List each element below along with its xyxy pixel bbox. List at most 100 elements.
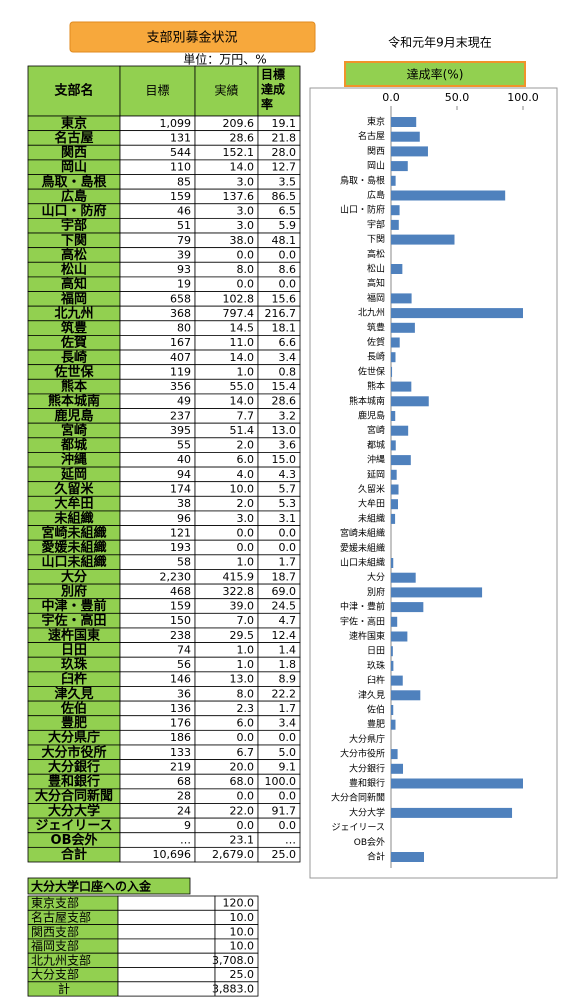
table-value: 21.8 <box>272 131 297 144</box>
bar <box>391 205 400 216</box>
branch-name: 高知 <box>61 276 87 292</box>
deposit-value: 3,883.0 <box>212 982 254 995</box>
table-value: 219 <box>170 760 191 773</box>
table-cell <box>117 967 216 983</box>
table-value: 80 <box>177 322 191 335</box>
table-value: 6.7 <box>237 746 255 759</box>
bar <box>391 660 394 671</box>
category-label: 名古屋 <box>358 130 385 142</box>
table-value: 85 <box>177 175 191 188</box>
table-value: 22.0 <box>230 804 255 817</box>
table-value: 137.6 <box>223 190 255 203</box>
table-value: 1.0 <box>237 658 255 671</box>
bar <box>391 366 393 377</box>
bar <box>391 440 396 451</box>
deposit-name: 東京支部 <box>31 895 79 910</box>
branch-name: 名古屋 <box>54 130 93 146</box>
category-label: 高松 <box>367 248 385 260</box>
table-value: 3.6 <box>279 439 297 452</box>
bar <box>391 381 412 392</box>
table-value: 658 <box>170 292 191 305</box>
table-value: 5.7 <box>279 483 297 496</box>
branch-name: 北九州 <box>54 306 93 321</box>
table-value: 28.6 <box>230 131 255 144</box>
column-header: 率 <box>261 97 273 112</box>
table-value: 4.0 <box>237 468 255 481</box>
table-value: 407 <box>170 351 191 364</box>
deposit-title: 大分大学口座への入金 <box>31 879 152 894</box>
table-value: 146 <box>170 673 191 686</box>
branch-name: 延岡 <box>60 466 87 482</box>
table-value: 322.8 <box>223 585 255 598</box>
table-value: 8.0 <box>237 263 255 276</box>
branch-name: 熊本城南 <box>48 393 100 409</box>
table-value: 10,696 <box>153 848 192 861</box>
table-value: 6.5 <box>279 205 297 218</box>
table-value: 14.0 <box>230 395 255 408</box>
column-header: 目標 <box>261 67 285 82</box>
branch-name: 岡山 <box>61 159 87 175</box>
table-value: 3.4 <box>279 717 297 730</box>
table-value: 12.4 <box>272 629 297 642</box>
category-label: 鳥取・島根 <box>340 174 385 186</box>
bar <box>391 646 393 657</box>
branch-name: 長崎 <box>61 349 87 365</box>
table-value: 20.0 <box>230 760 255 773</box>
x-tick-label: 0.0 <box>382 91 400 104</box>
title: 支部別募金状況 <box>146 30 237 46</box>
branch-name: 愛媛未組織 <box>41 540 106 556</box>
branch-name: 大分市役所 <box>41 744 106 760</box>
category-label: 延岡 <box>367 468 385 480</box>
table-value: 3.2 <box>279 409 297 422</box>
table-value: 7.7 <box>237 409 255 422</box>
category-label: 鹿児島 <box>358 410 385 422</box>
bar <box>391 190 506 201</box>
branch-name: 広島 <box>61 188 87 204</box>
table-cell <box>27 65 121 117</box>
title-box <box>69 21 316 53</box>
table-value: 55.0 <box>230 380 255 393</box>
deposit-title-box <box>27 877 191 895</box>
branch-name: 佐賀 <box>60 335 87 351</box>
table-value: 1.0 <box>237 556 255 569</box>
table-value: 6.0 <box>237 717 255 730</box>
category-label: 宮崎未組織 <box>340 527 385 539</box>
branch-name: 佐伯 <box>60 700 87 716</box>
branch-name: 大分銀行 <box>48 759 100 775</box>
bar <box>391 175 396 186</box>
table-value: 356 <box>170 380 191 393</box>
bar <box>391 749 398 760</box>
table-value: 2.0 <box>237 497 255 510</box>
table-value: 133 <box>170 746 191 759</box>
table-value: 0.0 <box>237 731 255 744</box>
table-cell <box>214 981 259 997</box>
deposit-value: 10.0 <box>230 925 255 938</box>
table-value: 3.1 <box>279 512 297 525</box>
branch-name: 久留米 <box>54 481 94 497</box>
branch-name: 合計 <box>61 847 87 863</box>
table-value: 56 <box>177 658 191 671</box>
bar <box>391 146 428 157</box>
bar <box>391 778 523 789</box>
bar <box>391 719 396 730</box>
bar <box>391 322 415 333</box>
x-tick-label: 100.0 <box>507 91 539 104</box>
table-value: 19.1 <box>272 117 297 130</box>
table-value: 468 <box>170 585 191 598</box>
table-value: 415.9 <box>223 570 255 583</box>
date: 令和元年9月末現在 <box>388 35 492 50</box>
table-value: 3.0 <box>237 205 255 218</box>
table-value: 38 <box>177 497 191 510</box>
table-value: 0.0 <box>237 790 255 803</box>
table-value: 1.7 <box>279 556 297 569</box>
bar <box>391 293 412 304</box>
branch-name: 臼杵 <box>61 671 87 687</box>
deposit-value: 3,708.0 <box>212 954 254 967</box>
deposit-value: 10.0 <box>230 911 255 924</box>
table-value: 2.3 <box>237 702 255 715</box>
category-label: 熊本 <box>367 380 385 392</box>
chart-frame <box>309 87 558 879</box>
category-label: 関西 <box>367 146 385 157</box>
table-value: 4.7 <box>279 614 297 627</box>
table-value: 51.4 <box>230 424 255 437</box>
